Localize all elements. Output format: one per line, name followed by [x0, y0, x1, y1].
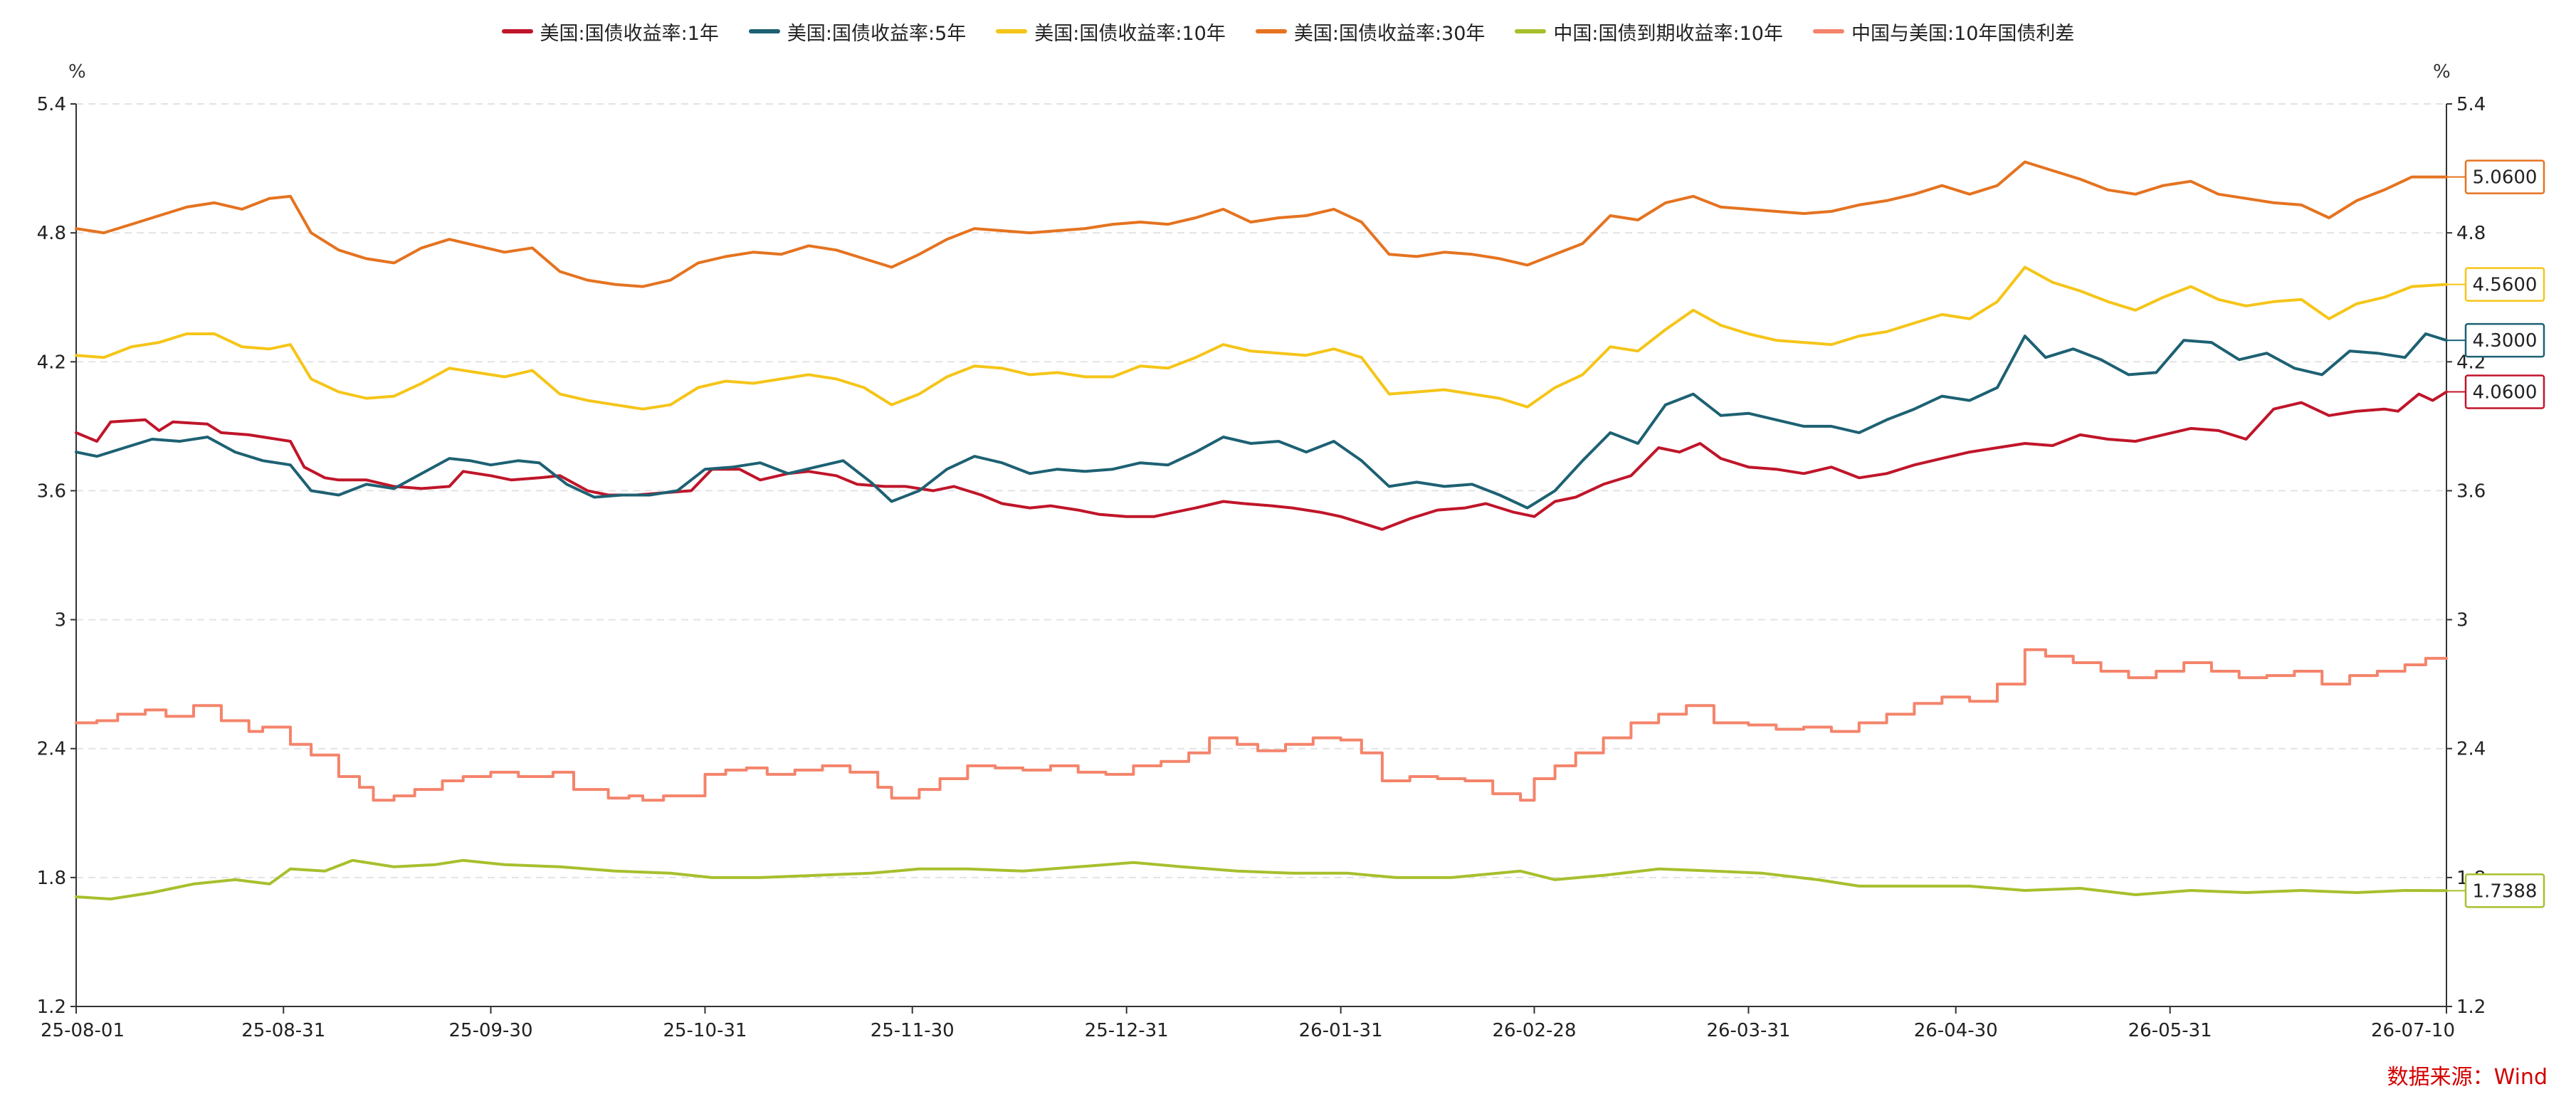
end-value-box	[2464, 322, 2545, 358]
legend-swatch	[1255, 29, 1287, 33]
legend-label: 美国:国债收益率:5年	[787, 22, 967, 45]
y-tick-label-left: 2.4	[37, 739, 66, 760]
end-value-label: 4.5600	[2473, 275, 2538, 296]
y-tick-label-right: 5.4	[2456, 94, 2486, 115]
legend: 美国:国债收益率:1年 美国:国债收益率:5年 美国:国债收益率:10年 美国:…	[0, 16, 2576, 47]
x-tick-label: 25-10-31	[663, 1020, 747, 1041]
y-tick-label-left: 1.8	[37, 868, 66, 889]
y-tick-label-right: 4.8	[2456, 223, 2486, 244]
series-line-3	[75, 160, 2448, 288]
x-tick-label: 25-08-01	[41, 1020, 125, 1041]
source-note: 数据来源：Wind	[2387, 1065, 2548, 1090]
legend-item-us-5y[interactable]: 美国:国债收益率:5年	[748, 18, 967, 46]
legend-label: 中国与美国:10年国债利差	[1851, 22, 2075, 45]
end-value-box	[2464, 267, 2545, 302]
x-tick-label: 25-08-31	[241, 1020, 325, 1041]
y-tick-label-left: 1.2	[37, 997, 66, 1018]
end-value-tag-1: 4.3000	[2446, 322, 2545, 358]
y-tick-label-left: 4.2	[37, 352, 66, 373]
legend-swatch	[1812, 29, 1844, 33]
end-value-tag-0: 4.0600	[2446, 374, 2545, 409]
y-tick-label-right: 2.4	[2456, 739, 2486, 760]
y-tick-label-left: 4.8	[37, 223, 66, 244]
end-value-box	[2464, 159, 2545, 194]
legend-item-us-10y[interactable]: 美国:国债收益率:10年	[996, 18, 1226, 46]
x-tick-label: 26-02-28	[1492, 1020, 1576, 1041]
legend-swatch	[1515, 29, 1547, 33]
end-value-box	[2464, 374, 2545, 409]
series-line-0	[75, 390, 2448, 531]
end-value-tag-3: 5.0600	[2446, 159, 2545, 194]
end-value-tag-2: 4.5600	[2446, 267, 2545, 302]
series-line-1	[75, 332, 2448, 510]
legend-item-us-30y[interactable]: 美国:国债收益率:30年	[1255, 18, 1486, 46]
left-axis-unit: %	[68, 61, 86, 83]
y-tick-label-left: 3.6	[37, 480, 66, 502]
y-tick-label-right: 3	[2456, 610, 2469, 631]
end-value-label: 4.3000	[2473, 330, 2538, 352]
legend-swatch	[501, 29, 533, 33]
y-tick-label-right: 3.6	[2456, 480, 2486, 502]
y-tick-label-left: 3	[54, 610, 66, 631]
x-tick-label: 26-03-31	[1706, 1020, 1790, 1041]
x-tick-label: 25-12-31	[1085, 1020, 1169, 1041]
legend-label: 美国:国债收益率:1年	[540, 22, 719, 45]
legend-item-us-1y[interactable]: 美国:国债收益率:1年	[501, 18, 719, 46]
y-tick-label-left: 5.4	[37, 94, 66, 115]
legend-swatch	[748, 29, 780, 33]
x-tick-label: 26-04-30	[1914, 1020, 1998, 1041]
end-value-label: 1.7388	[2473, 880, 2538, 902]
x-tick-label: 26-05-31	[2128, 1020, 2212, 1041]
legend-item-cn-10y[interactable]: 中国:国债到期收益率:10年	[1515, 18, 1783, 46]
end-value-tag-4: 1.7388	[2446, 873, 2545, 908]
series-line-4	[75, 858, 2448, 900]
legend-label: 美国:国债收益率:30年	[1293, 22, 1486, 45]
legend-item-spread[interactable]: 中国与美国:10年国债利差	[1812, 18, 2075, 46]
x-tick-label: 26-01-31	[1299, 1020, 1383, 1041]
series-line-5	[75, 648, 2448, 802]
legend-swatch	[996, 29, 1028, 33]
end-value-label: 5.0600	[2473, 167, 2538, 189]
end-value-box	[2464, 873, 2545, 908]
legend-label: 美国:国债收益率:10年	[1034, 22, 1226, 45]
x-tick-label: 26-07-10	[2371, 1020, 2455, 1041]
x-tick-label: 25-09-30	[448, 1020, 532, 1041]
end-value-label: 4.0600	[2473, 382, 2538, 404]
legend-label: 中国:国债到期收益率:10年	[1553, 22, 1783, 45]
x-tick-label: 25-11-30	[871, 1020, 955, 1041]
y-tick-label-right: 1.2	[2456, 997, 2486, 1018]
series-line-2	[75, 265, 2448, 411]
right-axis-unit: %	[2433, 61, 2451, 83]
